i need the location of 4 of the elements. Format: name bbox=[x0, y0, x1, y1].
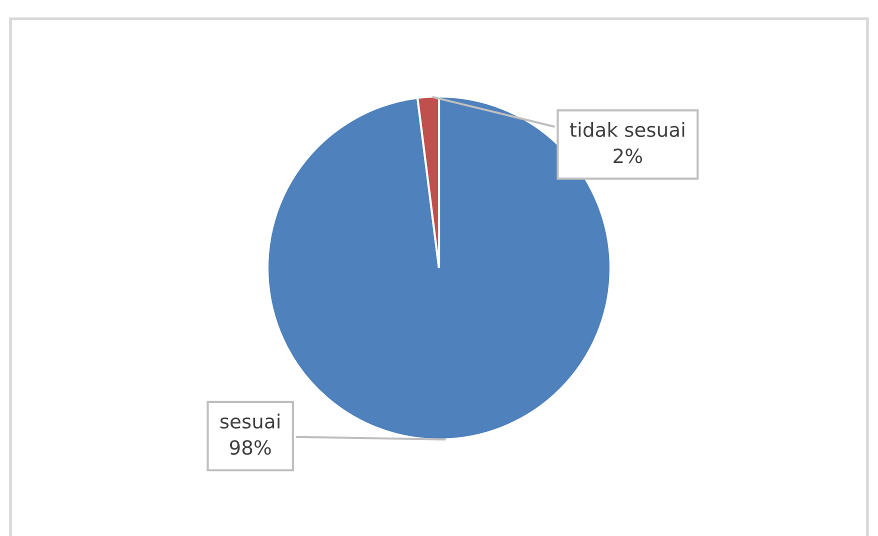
data-label: 2% bbox=[614, 148, 642, 164]
data-label: 98% bbox=[230, 440, 271, 455]
slice-label: sesuai bbox=[220, 414, 280, 429]
slice-label: tidak sesuai bbox=[570, 122, 684, 138]
